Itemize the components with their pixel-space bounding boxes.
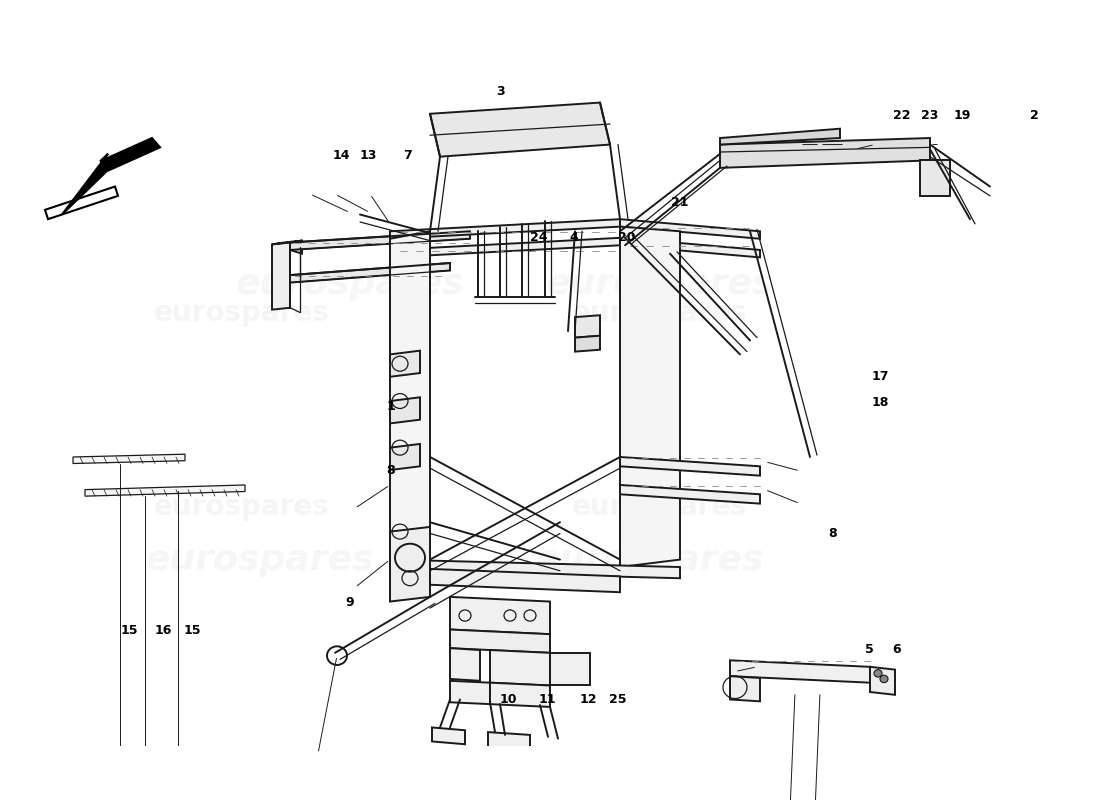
Polygon shape <box>290 263 450 282</box>
Polygon shape <box>390 231 430 567</box>
Polygon shape <box>450 630 550 653</box>
Polygon shape <box>450 648 480 681</box>
Polygon shape <box>390 527 430 602</box>
Polygon shape <box>620 485 760 504</box>
Text: 14: 14 <box>332 149 350 162</box>
Polygon shape <box>390 350 420 377</box>
Polygon shape <box>550 653 590 686</box>
Text: 9: 9 <box>345 596 354 610</box>
Polygon shape <box>575 336 600 351</box>
Polygon shape <box>390 238 620 258</box>
Polygon shape <box>390 559 680 578</box>
Text: 11: 11 <box>539 694 557 706</box>
Polygon shape <box>430 102 610 157</box>
Text: eurospares: eurospares <box>572 299 748 327</box>
Text: 15: 15 <box>121 624 139 637</box>
Text: 15: 15 <box>184 624 201 637</box>
Text: 13: 13 <box>360 149 377 162</box>
Polygon shape <box>620 238 760 258</box>
Polygon shape <box>730 660 870 682</box>
Polygon shape <box>490 682 550 707</box>
Polygon shape <box>390 444 420 470</box>
Text: eurospares: eurospares <box>572 494 748 522</box>
Polygon shape <box>620 226 680 567</box>
Text: 24: 24 <box>530 230 548 244</box>
Polygon shape <box>450 597 550 634</box>
Text: 8: 8 <box>828 527 837 540</box>
Polygon shape <box>620 457 760 476</box>
Polygon shape <box>432 727 465 744</box>
Text: 4: 4 <box>570 230 579 244</box>
Text: 12: 12 <box>580 694 597 706</box>
Circle shape <box>880 675 888 682</box>
Polygon shape <box>575 315 600 338</box>
Polygon shape <box>620 219 760 238</box>
Text: 7: 7 <box>403 149 411 162</box>
Text: eurospares: eurospares <box>154 494 330 522</box>
Text: 8: 8 <box>386 463 395 477</box>
Text: 3: 3 <box>496 85 505 98</box>
Polygon shape <box>430 569 620 592</box>
Text: 5: 5 <box>865 642 873 656</box>
Polygon shape <box>920 161 950 196</box>
Text: 19: 19 <box>954 109 971 122</box>
Text: eurospares: eurospares <box>154 299 330 327</box>
Text: eurospares: eurospares <box>546 267 774 302</box>
Polygon shape <box>62 138 160 214</box>
Polygon shape <box>488 732 530 750</box>
Polygon shape <box>290 231 470 250</box>
Text: 16: 16 <box>154 624 172 637</box>
Polygon shape <box>390 219 620 238</box>
Text: 23: 23 <box>921 109 938 122</box>
Text: eurospares: eurospares <box>235 267 464 302</box>
Text: 18: 18 <box>871 396 889 410</box>
Circle shape <box>874 670 882 677</box>
Polygon shape <box>730 676 760 702</box>
Text: 17: 17 <box>871 370 889 383</box>
Polygon shape <box>73 454 185 463</box>
Polygon shape <box>272 242 290 310</box>
Text: 22: 22 <box>893 109 911 122</box>
Polygon shape <box>85 485 245 496</box>
Polygon shape <box>450 681 490 704</box>
Text: 21: 21 <box>671 197 689 210</box>
Text: 25: 25 <box>609 694 627 706</box>
Text: 6: 6 <box>892 642 901 656</box>
Polygon shape <box>272 241 302 244</box>
Text: 2: 2 <box>1030 109 1038 122</box>
Polygon shape <box>490 650 550 686</box>
Text: 1: 1 <box>386 400 395 413</box>
Text: 10: 10 <box>499 694 517 706</box>
Polygon shape <box>720 129 840 145</box>
Polygon shape <box>390 398 420 423</box>
Polygon shape <box>870 667 895 695</box>
Polygon shape <box>720 138 930 168</box>
Text: eurospares: eurospares <box>145 542 374 577</box>
Text: 20: 20 <box>618 230 636 244</box>
Polygon shape <box>290 241 303 254</box>
Text: eurospares: eurospares <box>536 542 764 577</box>
